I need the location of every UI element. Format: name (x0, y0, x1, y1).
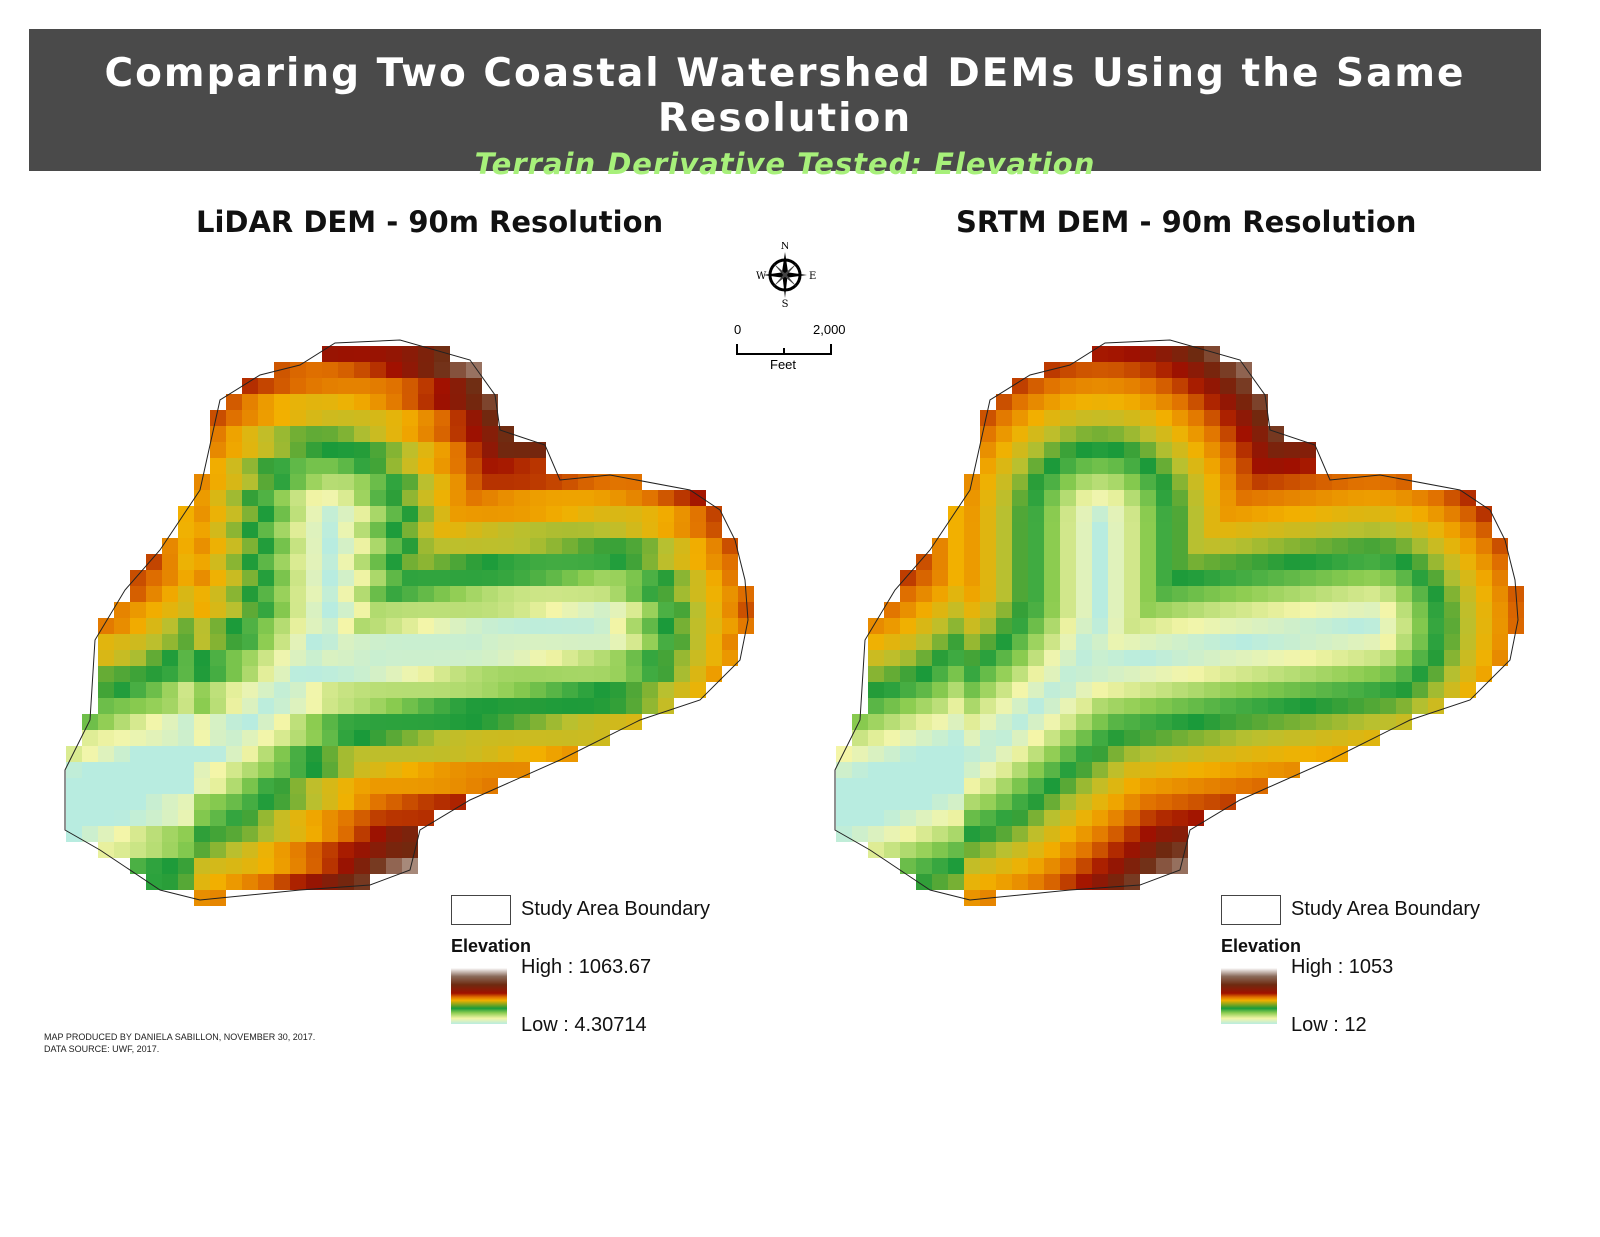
elevation-high: High : 1053 (1291, 956, 1394, 978)
elevation-legend-title: Elevation (1221, 936, 1302, 956)
svg-text:N: N (781, 242, 790, 252)
scale-end: 2,000 (813, 322, 846, 337)
srtm-study-area-boundary (834, 339, 1519, 901)
svg-text:W: W (756, 271, 767, 282)
svg-text:E: E (809, 271, 816, 282)
elevation-high: High : 1063.67 (521, 956, 652, 978)
boundary-label: Study Area Boundary (521, 898, 711, 920)
map-title: Comparing Two Coastal Watershed DEMs Usi… (104, 51, 1466, 141)
map-subtitle: Terrain Derivative Tested: Elevation (474, 147, 1096, 181)
north-arrow: N S W E (755, 241, 817, 312)
elevation-ramp (451, 968, 507, 1024)
credit-source: DATA SOURCE: UWF, 2017. (44, 1044, 160, 1054)
srtm-dem-raster (836, 346, 1524, 906)
elevation-legend-title: Elevation (451, 936, 532, 956)
credit-author: MAP PRODUCED BY DANIELA SABILLON, NOVEMB… (44, 1032, 316, 1042)
compass-rose-icon: N S W E (756, 241, 816, 310)
svg-text:S: S (782, 299, 789, 308)
lidar-study-area-boundary (64, 339, 749, 901)
lidar-map-title: LiDAR DEM - 90m Resolution (196, 205, 664, 239)
title-banner: Comparing Two Coastal Watershed DEMs Usi… (29, 29, 1541, 181)
boundary-swatch (1221, 895, 1281, 925)
elevation-low: Low : 4.30714 (521, 1014, 647, 1036)
boundary-label: Study Area Boundary (1291, 898, 1481, 920)
credits: MAP PRODUCED BY DANIELA SABILLON, NOVEMB… (44, 1031, 315, 1055)
boundary-swatch (451, 895, 511, 925)
lidar-dem-raster (66, 346, 754, 906)
scale-unit: Feet (770, 357, 797, 372)
elevation-ramp (1221, 968, 1277, 1024)
scale-start: 0 (734, 322, 742, 337)
srtm-map-title: SRTM DEM - 90m Resolution (956, 205, 1417, 239)
elevation-low: Low : 12 (1291, 1014, 1367, 1036)
